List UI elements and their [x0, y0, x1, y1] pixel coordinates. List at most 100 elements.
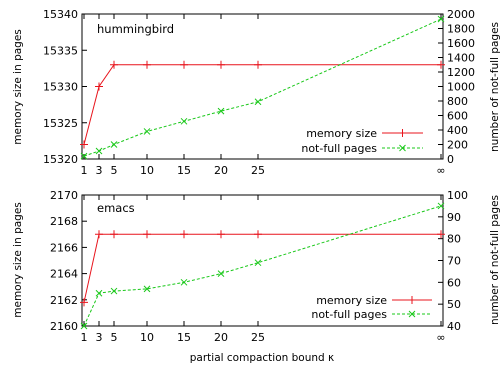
data-point-plus	[437, 60, 445, 69]
data-point-plus	[80, 140, 88, 149]
legend-label-memory-size: memory size	[306, 127, 377, 140]
data-point-plus	[217, 60, 225, 69]
data-point-plus	[254, 230, 262, 239]
y-tick-label-left: 15340	[43, 8, 78, 21]
data-point-plus	[80, 298, 88, 307]
y-tick-label-left: 2160	[50, 320, 78, 333]
x-tick-label: 25	[251, 331, 265, 344]
data-point-cross	[437, 202, 445, 210]
data-point-plus	[254, 60, 262, 69]
data-point-cross	[80, 322, 88, 330]
x-axis: 1 3 5 10 15 20 25 ∞	[81, 195, 446, 344]
data-point-plus	[180, 230, 188, 239]
x-tick-label: 15	[177, 164, 191, 177]
y-axis-right: 40 50 60 70 80 90 100	[438, 189, 468, 333]
y-tick-label-right: 1000	[447, 81, 475, 94]
chart-title: emacs	[97, 201, 135, 215]
legend-marker	[398, 129, 407, 137]
y-axis-label-right: number of not-full pages	[489, 195, 501, 325]
data-point-plus	[437, 230, 445, 239]
y-tick-label-right: 1800	[447, 23, 475, 36]
series-area	[80, 202, 445, 330]
x-tick-label: 5	[111, 331, 118, 344]
y-axis-left: 15320 15325 15330 15335 15340	[43, 8, 87, 166]
y-tick-label-right: 50	[447, 298, 461, 311]
y-tick-label-right: 200	[447, 139, 468, 152]
y-axis-label-right: number of not-full pages	[489, 22, 501, 152]
data-point-cross	[180, 278, 188, 286]
x-tick-label: 1	[81, 331, 88, 344]
y-tick-label-left: 2162	[50, 294, 78, 307]
y-tick-label-left: 15325	[43, 117, 78, 130]
series-line-memory-size	[83, 64, 441, 145]
y-tick-label-left: 2168	[50, 215, 78, 228]
legend-marker	[408, 310, 416, 318]
y-axis-label-left: memory size in pages	[12, 29, 24, 145]
y-tick-label-right: 100	[447, 189, 468, 202]
y-tick-label-left: 2170	[50, 189, 78, 202]
y-tick-label-right: 2000	[447, 8, 475, 21]
y-tick-label-right: 40	[447, 320, 461, 333]
y-tick-label-left: 15335	[43, 44, 78, 57]
data-point-plus	[217, 230, 225, 239]
legend-marker	[408, 296, 416, 304]
y-tick-label-left: 2166	[50, 241, 78, 254]
data-point-plus	[180, 60, 188, 69]
chart-hummingbird: hummingbird memory size in pages number …	[12, 8, 501, 177]
legend-label-not-full-pages: not-full pages	[301, 142, 377, 155]
y-tick-label-right: 1400	[447, 52, 475, 65]
data-point-cross	[254, 259, 262, 267]
y-tick-label-left: 15330	[43, 81, 78, 94]
x-tick-label: 3	[96, 331, 103, 344]
data-point-cross	[437, 15, 445, 23]
legend: memory size not-full pages	[301, 127, 423, 155]
series-line-not-full-pages	[83, 205, 442, 327]
data-point-plus	[110, 230, 118, 239]
series-area	[80, 15, 445, 160]
chart-emacs: emacs memory size in pages number of not…	[12, 189, 501, 364]
data-point-cross	[143, 285, 151, 293]
y-tick-label-right: 70	[447, 255, 461, 268]
data-point-cross	[217, 107, 225, 115]
legend-label-not-full-pages: not-full pages	[311, 308, 387, 321]
y-tick-label-right: 0	[447, 153, 454, 166]
data-point-cross	[95, 147, 103, 155]
series-line-memory-size	[83, 233, 441, 303]
legend-label-memory-size: memory size	[316, 294, 387, 307]
x-tick-label: ∞	[436, 164, 445, 177]
data-point-plus	[95, 82, 103, 91]
x-tick-label: 20	[214, 164, 228, 177]
x-tick-label: 3	[96, 164, 103, 177]
data-point-cross	[110, 287, 118, 295]
series-line-not-full-pages	[83, 18, 442, 157]
x-axis-label: partial compaction bound κ	[190, 352, 334, 364]
data-point-cross	[180, 117, 188, 125]
y-tick-label-right: 800	[447, 95, 468, 108]
data-point-cross	[95, 289, 103, 297]
x-tick-label: 25	[251, 164, 265, 177]
data-point-cross	[254, 98, 262, 106]
y-tick-label-right: 80	[447, 233, 461, 246]
x-tick-label: 10	[140, 164, 154, 177]
x-tick-label: 1	[81, 164, 88, 177]
y-axis-label-left: memory size in pages	[12, 202, 24, 318]
x-tick-label: 5	[111, 164, 118, 177]
plot-frame	[81, 194, 444, 327]
legend: memory size not-full pages	[311, 294, 432, 321]
y-tick-label-right: 60	[447, 276, 461, 289]
x-tick-label: ∞	[436, 331, 445, 344]
x-tick-label: 15	[177, 331, 191, 344]
y-axis-left: 2160 2162 2164 2166 2168 2170	[50, 189, 87, 333]
x-axis: 1 3 5 10 15 20 25 ∞	[81, 14, 446, 177]
data-point-plus	[95, 230, 103, 239]
data-point-plus	[143, 230, 151, 239]
chart-title: hummingbird	[97, 22, 174, 36]
data-point-cross	[143, 128, 151, 135]
y-tick-label-right: 400	[447, 124, 468, 137]
x-tick-label: 10	[140, 331, 154, 344]
y-tick-label-left: 2164	[50, 268, 78, 281]
data-point-plus	[110, 60, 118, 69]
y-tick-label-right: 1200	[447, 66, 475, 79]
